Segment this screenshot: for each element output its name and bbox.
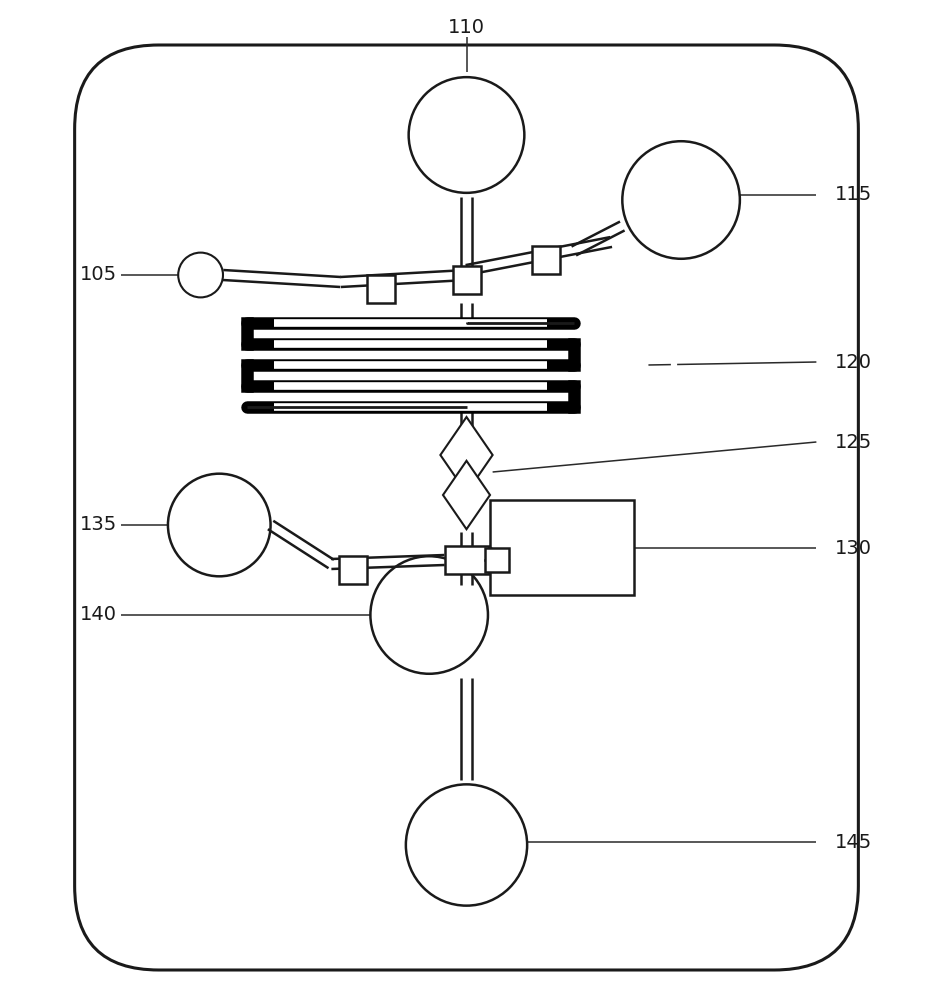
Circle shape: [406, 784, 527, 906]
Text: 130: 130: [835, 538, 872, 557]
Text: 105: 105: [79, 265, 117, 284]
Circle shape: [622, 141, 740, 259]
Text: 135: 135: [79, 516, 117, 534]
Circle shape: [409, 77, 524, 193]
Bar: [532, 246, 560, 274]
Text: 140: 140: [79, 605, 117, 624]
FancyBboxPatch shape: [75, 45, 858, 970]
Bar: [453, 266, 480, 294]
Polygon shape: [440, 417, 493, 493]
Bar: [367, 275, 395, 303]
Bar: [484, 548, 508, 572]
Bar: [444, 546, 489, 574]
Circle shape: [168, 474, 271, 576]
Bar: [339, 556, 367, 584]
Polygon shape: [443, 461, 490, 529]
Circle shape: [178, 253, 223, 297]
Text: 125: 125: [835, 432, 872, 452]
Text: 120: 120: [835, 353, 872, 371]
Text: 115: 115: [835, 185, 872, 204]
Text: 145: 145: [835, 832, 872, 852]
Text: 110: 110: [448, 18, 485, 37]
Bar: [490, 500, 634, 595]
Circle shape: [370, 556, 488, 674]
